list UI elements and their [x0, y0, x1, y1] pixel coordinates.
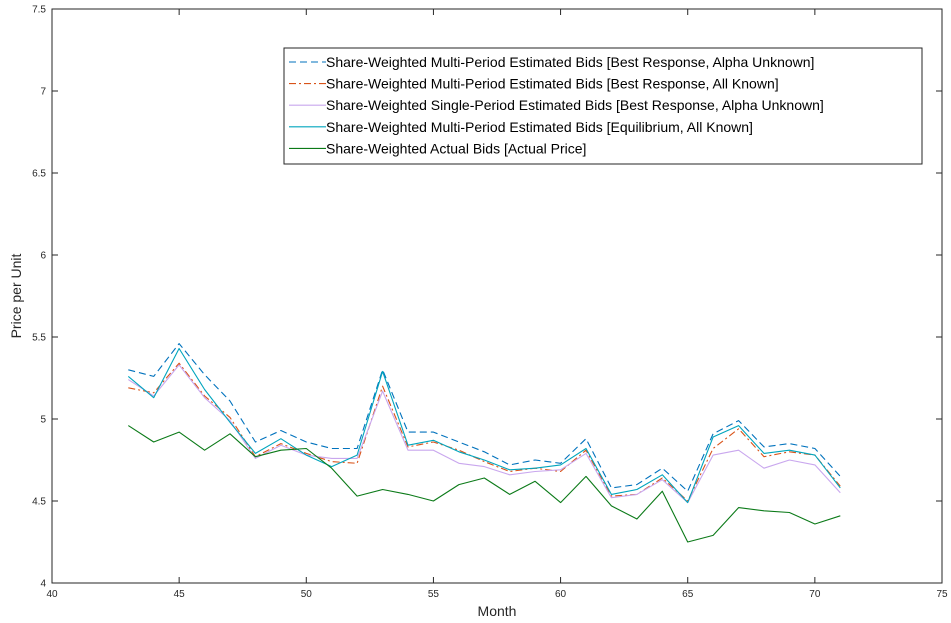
x-tick-label: 55 — [428, 589, 440, 600]
series-line-5 — [128, 425, 841, 543]
series-line-4 — [127, 347, 841, 504]
x-tick-label: 50 — [301, 589, 313, 600]
y-axis-title: Price per Unit — [8, 253, 24, 338]
legend-label: Share-Weighted Multi-Period Estimated Bi… — [326, 76, 779, 92]
y-tick-label: 5 — [40, 415, 46, 426]
x-tick-label: 45 — [174, 589, 186, 600]
legend-label: Share-Weighted Single-Period Estimated B… — [326, 97, 824, 113]
axis-ticks: 40 45 50 55 60 65 70 75 4 4.5 5 5.5 6 6.5 7 7.5 — [32, 5, 948, 601]
x-tick-label: 60 — [555, 589, 567, 600]
x-axis-title: Month — [478, 603, 517, 619]
y-tick-label: 6.5 — [32, 169, 46, 180]
y-tick-label: 4 — [40, 579, 46, 590]
y-tick-label: 7.5 — [32, 5, 46, 16]
y-tick-label: 5.5 — [32, 333, 46, 344]
legend-label: Share-Weighted Multi-Period Estimated Bi… — [326, 119, 753, 135]
series-lines — [127, 343, 841, 543]
x-tick-label: 75 — [936, 589, 948, 600]
x-tick-label: 70 — [809, 589, 821, 600]
series-line-3 — [128, 364, 841, 504]
legend-label: Share-Weighted Actual Bids [Actual Price… — [326, 140, 586, 156]
x-tick-label: 65 — [682, 589, 694, 600]
legend: Share-Weighted Multi-Period Estimated Bi… — [283, 47, 923, 165]
y-tick-label: 4.5 — [32, 497, 46, 508]
legend-box — [283, 47, 923, 165]
y-tick-label: 6 — [40, 251, 46, 262]
y-tick-label: 7 — [40, 87, 46, 98]
legend-label: Share-Weighted Multi-Period Estimated Bi… — [326, 54, 814, 70]
series-line-1 — [128, 343, 841, 492]
x-tick-label: 40 — [46, 589, 58, 600]
